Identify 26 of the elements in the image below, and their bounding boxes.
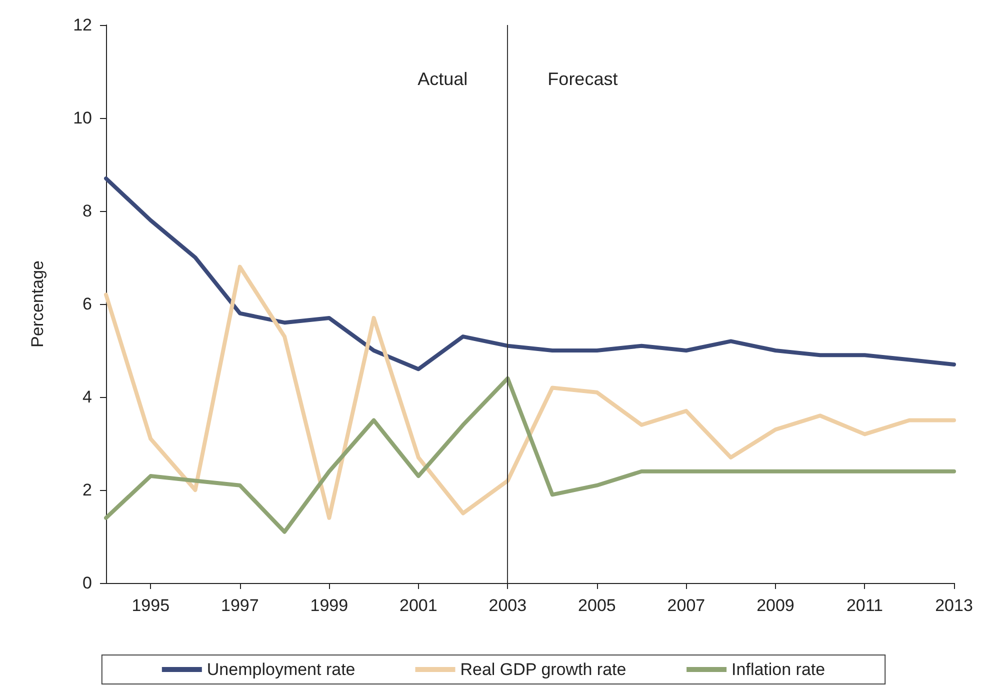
x-tick-label: 2009 [756, 596, 794, 615]
y-tick-label: 10 [73, 108, 92, 128]
y-axis-title: Percentage [28, 260, 47, 348]
y-tick-label: 12 [73, 16, 92, 34]
annotation: Actual [418, 69, 468, 89]
line-series [104, 264, 956, 520]
y-tick-label: 4 [82, 388, 92, 406]
legend-label: Unemployment rate [206, 660, 356, 679]
x-tick-label: 2001 [400, 596, 438, 615]
x-tick-label: 2003 [488, 596, 527, 615]
x-tick-label: 1997 [220, 596, 259, 615]
annotation: Forecast [548, 69, 618, 89]
y-tick-label: 6 [82, 294, 92, 314]
legend-label: Inflation rate [732, 660, 826, 679]
line-series [104, 176, 956, 372]
y-tick-label: 0 [82, 574, 92, 592]
x-tick-label: 2011 [846, 596, 884, 615]
x-tick-label: 2005 [578, 596, 616, 615]
x-tick-label: 2013 [935, 596, 973, 615]
x-tick-label: 2007 [667, 596, 706, 615]
y-tick-label: 8 [82, 202, 92, 220]
line-series [104, 376, 956, 534]
y-tick-label: 2 [82, 480, 92, 500]
x-tick-label: 1999 [310, 596, 348, 615]
x-tick-label: 1995 [132, 596, 170, 615]
legend-label: Real GDP growth rate [460, 660, 626, 679]
